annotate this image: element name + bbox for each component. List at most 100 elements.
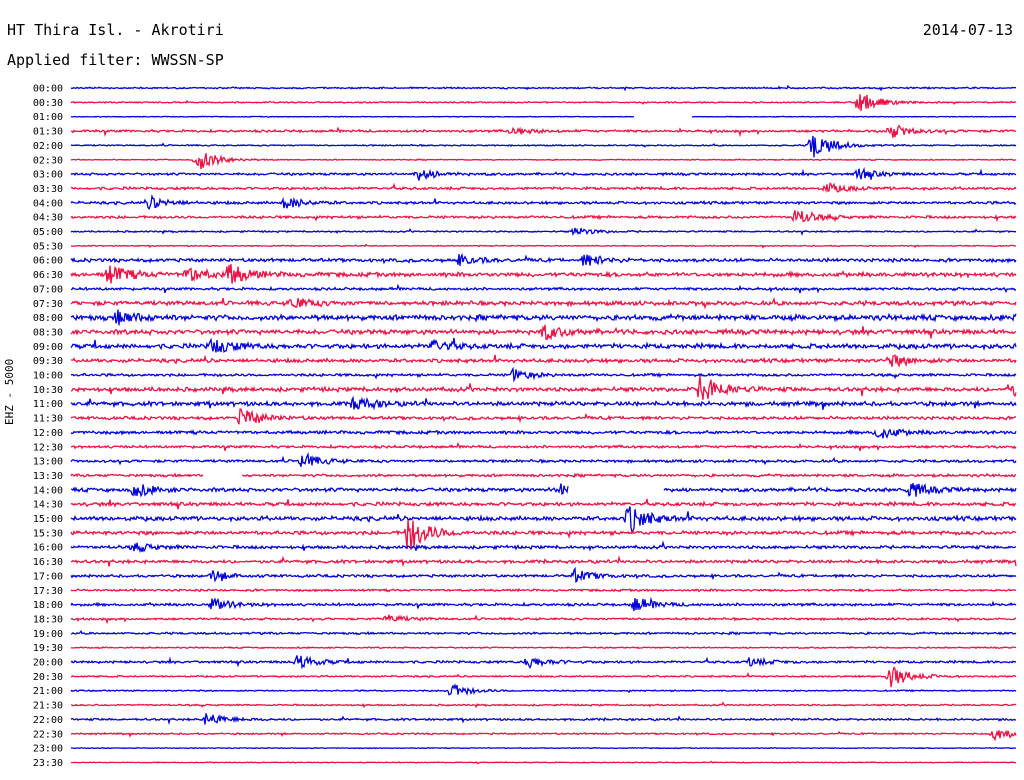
trace-line bbox=[70, 555, 1017, 568]
trace-line bbox=[71, 135, 1017, 158]
trace-line bbox=[70, 428, 1017, 439]
row-label: 13:00 bbox=[33, 457, 63, 468]
row-label: 17:30 bbox=[33, 586, 63, 597]
trace-line bbox=[70, 655, 1017, 670]
row-label: 10:30 bbox=[33, 385, 63, 396]
station-title: HT Thira Isl. - Akrotiri bbox=[7, 21, 224, 39]
trace-line bbox=[70, 408, 1017, 425]
trace-line bbox=[70, 252, 1017, 266]
trace-line bbox=[70, 645, 1017, 650]
trace-line bbox=[70, 124, 1017, 138]
trace-line bbox=[70, 452, 1017, 467]
row-label: 08:00 bbox=[33, 313, 63, 324]
row-label: 08:30 bbox=[33, 327, 63, 338]
row-label: 20:00 bbox=[33, 658, 63, 669]
trace-line bbox=[70, 629, 1017, 636]
trace-line bbox=[70, 84, 1017, 92]
trace-line bbox=[70, 519, 1017, 550]
row-label: 23:00 bbox=[33, 744, 63, 755]
trace-line bbox=[70, 166, 1017, 181]
trace-line bbox=[70, 746, 1016, 750]
trace-line bbox=[70, 210, 1017, 223]
trace-line bbox=[70, 472, 1017, 479]
trace-line bbox=[70, 283, 1017, 294]
row-label: 14:00 bbox=[33, 485, 63, 496]
trace-line bbox=[70, 596, 1017, 612]
trace-line bbox=[70, 683, 1017, 696]
row-label: 03:30 bbox=[33, 184, 63, 195]
trace-line bbox=[70, 153, 1017, 170]
row-label: 10:00 bbox=[33, 371, 63, 382]
row-label: 00:30 bbox=[33, 98, 63, 109]
row-labels: 00:00 00:30 01:00 01:30 02:00 02:30 03:00 03:30… bbox=[33, 84, 63, 769]
row-label: 16:00 bbox=[33, 543, 63, 554]
row-label: 07:00 bbox=[33, 284, 63, 295]
row-label: 09:00 bbox=[33, 342, 63, 353]
row-label: 13:30 bbox=[33, 471, 63, 482]
trace-line bbox=[70, 701, 1017, 709]
row-label: 18:30 bbox=[33, 614, 63, 625]
row-label: 04:00 bbox=[33, 198, 63, 209]
row-label: 00:00 bbox=[33, 84, 63, 95]
row-label: 06:30 bbox=[33, 270, 63, 281]
traces bbox=[70, 84, 1017, 765]
trace-line bbox=[70, 115, 1017, 118]
row-label: 23:30 bbox=[33, 758, 63, 769]
row-label: 05:00 bbox=[33, 227, 63, 238]
trace-line bbox=[70, 395, 1017, 411]
row-label: 20:30 bbox=[33, 672, 63, 683]
trace-line bbox=[70, 94, 1017, 112]
row-label: 17:00 bbox=[33, 571, 63, 582]
row-label: 11:00 bbox=[33, 399, 63, 410]
trace-line bbox=[70, 614, 1017, 625]
trace-line bbox=[70, 263, 1017, 284]
trace-line bbox=[70, 441, 1017, 452]
record-date: 2014-07-13 bbox=[922, 21, 1013, 39]
trace-line bbox=[70, 243, 1017, 249]
row-label: 12:00 bbox=[33, 428, 63, 439]
row-label: 06:00 bbox=[33, 256, 63, 267]
row-label: 05:30 bbox=[33, 241, 63, 252]
trace-line bbox=[70, 540, 1016, 554]
row-label: 21:00 bbox=[33, 686, 63, 697]
trace-line bbox=[70, 713, 1017, 726]
row-label: 19:00 bbox=[33, 629, 63, 640]
trace-line bbox=[70, 506, 1017, 534]
trace-line bbox=[70, 193, 1017, 211]
row-label: 09:30 bbox=[33, 356, 63, 367]
row-label: 11:30 bbox=[33, 414, 63, 425]
trace-line bbox=[70, 337, 1017, 354]
row-label: 22:30 bbox=[33, 729, 63, 740]
row-label: 14:30 bbox=[33, 500, 63, 511]
trace-line bbox=[70, 182, 1017, 194]
row-label: 12:30 bbox=[33, 442, 63, 453]
trace-line bbox=[70, 587, 1017, 593]
row-label: 07:30 bbox=[33, 299, 63, 310]
row-label: 21:30 bbox=[33, 701, 63, 712]
trace-line bbox=[70, 296, 1017, 310]
trace-line bbox=[70, 366, 1017, 383]
row-label: 02:00 bbox=[33, 141, 63, 152]
trace-line bbox=[70, 482, 1017, 498]
row-label: 22:00 bbox=[33, 715, 63, 726]
row-label: 18:00 bbox=[33, 600, 63, 611]
row-label: 04:30 bbox=[33, 213, 63, 224]
row-label: 15:30 bbox=[33, 528, 63, 539]
filter-label: Applied filter: WWSSN-SP bbox=[7, 51, 224, 69]
trace-line bbox=[70, 729, 1017, 742]
row-label: 15:00 bbox=[33, 514, 63, 525]
row-label: 03:00 bbox=[33, 170, 63, 181]
trace-line bbox=[70, 760, 1017, 765]
row-label: 01:00 bbox=[33, 112, 63, 123]
row-label: 01:30 bbox=[33, 127, 63, 138]
trace-line bbox=[70, 666, 1017, 688]
trace-line bbox=[70, 227, 1017, 236]
trace-line bbox=[70, 324, 1017, 341]
trace-line bbox=[70, 354, 1017, 368]
row-label: 16:30 bbox=[33, 557, 63, 568]
trace-line bbox=[71, 309, 1017, 326]
trace-line bbox=[70, 375, 1017, 400]
row-label: 02:30 bbox=[33, 155, 63, 166]
row-label: 19:30 bbox=[33, 643, 63, 654]
